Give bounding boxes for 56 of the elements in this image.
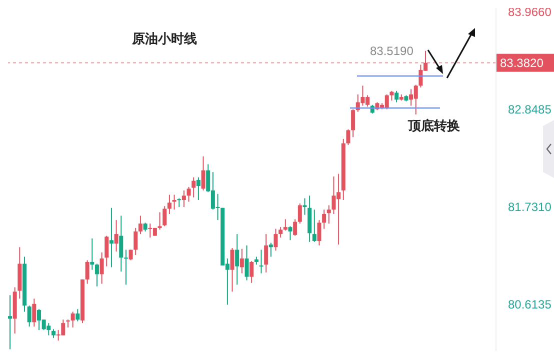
candlestick [196, 176, 200, 201]
candlestick [66, 319, 70, 328]
candlestick [104, 235, 109, 267]
candlestick [322, 209, 326, 230]
candlestick [274, 228, 278, 252]
candlestick [283, 218, 288, 232]
candlestick [70, 311, 75, 328]
candlestick [326, 204, 331, 224]
candlestick [394, 90, 399, 103]
candlestick [259, 249, 264, 274]
y-tick-label: 80.6135 [508, 297, 552, 312]
candlestick [298, 203, 302, 224]
candlestick [114, 220, 118, 252]
candlestick [119, 215, 124, 272]
candlestick [288, 226, 292, 241]
candlestick [138, 215, 142, 235]
candlestick [390, 90, 394, 102]
candlestick [293, 218, 298, 236]
candlestick [162, 206, 167, 227]
candlestick [346, 128, 350, 146]
candlestick [100, 252, 104, 284]
ref-line-label: 83.3820 [500, 56, 544, 70]
y-tick-label: 81.7310 [508, 200, 552, 214]
candlestick [302, 198, 307, 216]
candlestick [76, 308, 80, 322]
candlestick [312, 209, 316, 242]
annotation: 顶底转换 [408, 118, 460, 135]
candlestick [240, 248, 244, 274]
candlestick [317, 220, 322, 246]
candlestick [172, 194, 176, 210]
candlestick [109, 207, 114, 268]
candlestick [351, 108, 356, 138]
y-tick-label: 82.8485 [508, 102, 552, 116]
candlestick [244, 244, 249, 281]
candlestick [268, 242, 273, 258]
candlestick [186, 186, 191, 202]
candlestick [264, 234, 268, 273]
candlestick [85, 260, 90, 284]
candlestick [230, 248, 234, 292]
candlestick [167, 194, 172, 214]
candlestick [94, 263, 99, 287]
text: 原油小时线 [132, 31, 197, 48]
candlestick [124, 249, 128, 286]
candlestick [32, 298, 36, 328]
candlestick [278, 226, 283, 238]
candlestick [134, 227, 138, 256]
candlestick [192, 176, 196, 198]
candlestick [182, 190, 186, 208]
candlestick [201, 156, 206, 191]
candlestick [158, 212, 162, 230]
candlestick [250, 260, 254, 284]
candlestick [90, 238, 94, 270]
annotation: 83.5190 [370, 44, 414, 58]
candlestick [27, 305, 32, 328]
candlestick [8, 294, 12, 350]
candlestick [235, 234, 240, 286]
